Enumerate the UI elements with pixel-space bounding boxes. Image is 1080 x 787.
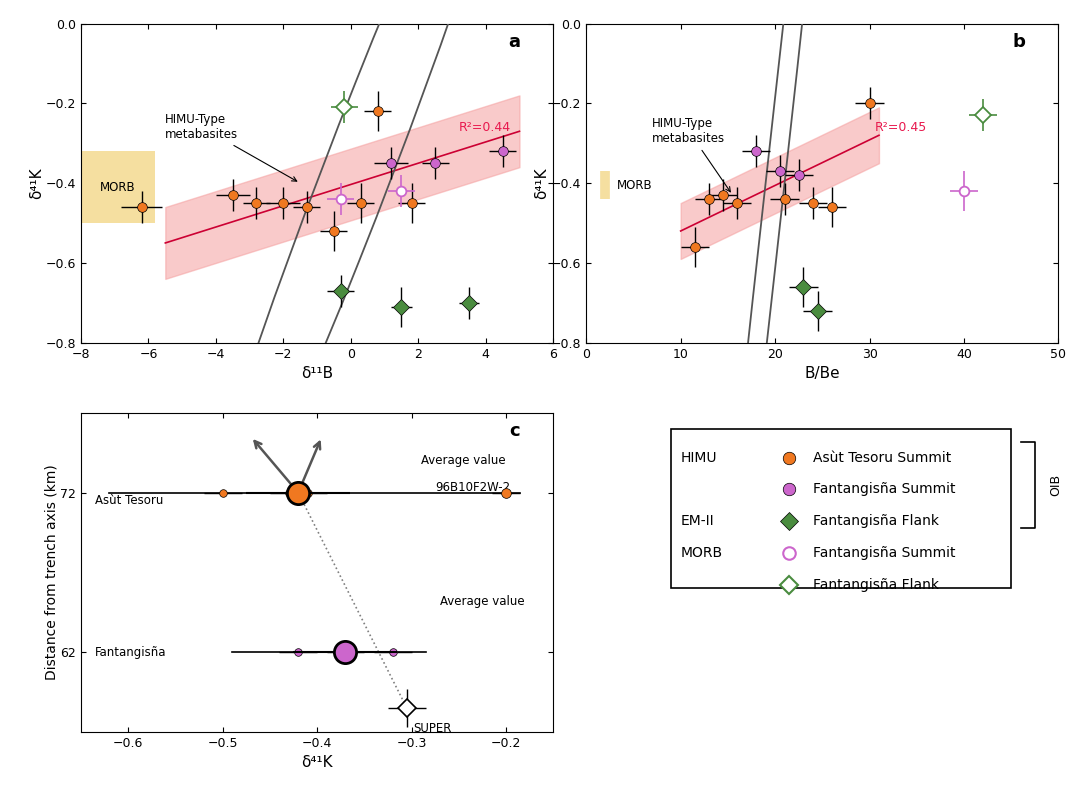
- Text: Fantangisña Flank: Fantangisña Flank: [813, 578, 939, 592]
- Text: Asùt Tesoru Summit: Asùt Tesoru Summit: [813, 450, 951, 464]
- Text: 96B10F2W-2: 96B10F2W-2: [435, 482, 511, 494]
- Text: HIMU: HIMU: [680, 450, 717, 464]
- Y-axis label: δ⁴¹K: δ⁴¹K: [29, 168, 44, 199]
- Text: HIMU-Type
metabasites: HIMU-Type metabasites: [165, 113, 297, 181]
- Text: Average value: Average value: [440, 595, 525, 608]
- Text: Asùt Tesoru: Asùt Tesoru: [95, 494, 163, 507]
- Text: Average value: Average value: [421, 454, 505, 467]
- Bar: [671, 429, 1011, 589]
- Text: b: b: [1012, 33, 1025, 51]
- Text: SUPER: SUPER: [414, 722, 451, 735]
- Text: R²=0.44: R²=0.44: [459, 121, 511, 135]
- Bar: [81, 151, 156, 223]
- X-axis label: δ¹¹B: δ¹¹B: [301, 366, 333, 381]
- Text: Fantangisña Summit: Fantangisña Summit: [813, 546, 956, 560]
- Text: OIB: OIB: [1049, 474, 1062, 496]
- Text: Fantangisña Flank: Fantangisña Flank: [813, 515, 939, 528]
- X-axis label: δ⁴¹K: δ⁴¹K: [301, 756, 333, 770]
- Text: MORB: MORB: [680, 546, 723, 560]
- Text: MORB: MORB: [100, 181, 136, 194]
- Y-axis label: δ⁴¹K: δ⁴¹K: [535, 168, 550, 199]
- X-axis label: B/Be: B/Be: [805, 366, 840, 381]
- Text: Fantangisña: Fantangisña: [95, 645, 166, 659]
- Text: EM-II: EM-II: [680, 515, 714, 528]
- Text: Fantangisña Summit: Fantangisña Summit: [813, 482, 956, 497]
- Y-axis label: Distance from trench axis (km): Distance from trench axis (km): [45, 464, 59, 680]
- Text: a: a: [508, 33, 521, 51]
- Text: c: c: [510, 423, 521, 441]
- Text: HIMU-Type
metabasites: HIMU-Type metabasites: [652, 117, 730, 192]
- Text: R²=0.45: R²=0.45: [874, 121, 927, 135]
- Text: MORB: MORB: [617, 179, 652, 191]
